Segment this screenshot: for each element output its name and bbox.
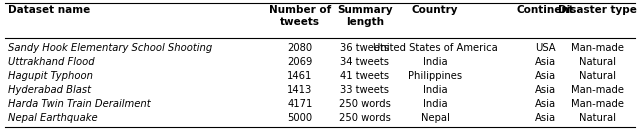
Text: 33 tweets: 33 tweets — [340, 85, 390, 95]
Text: 4171: 4171 — [287, 99, 313, 109]
Text: 2069: 2069 — [287, 57, 313, 67]
Text: Natural: Natural — [579, 113, 616, 123]
Text: Asia: Asia — [534, 99, 556, 109]
Text: 2080: 2080 — [287, 43, 312, 53]
Text: Nepal Earthquake: Nepal Earthquake — [8, 113, 98, 123]
Text: Man-made: Man-made — [570, 43, 623, 53]
Text: Hagupit Typhoon: Hagupit Typhoon — [8, 71, 93, 81]
Text: India: India — [422, 85, 447, 95]
Text: United States of America: United States of America — [372, 43, 497, 53]
Text: 1461: 1461 — [287, 71, 313, 81]
Text: Asia: Asia — [534, 113, 556, 123]
Text: Asia: Asia — [534, 85, 556, 95]
Text: Sandy Hook Elementary School Shooting: Sandy Hook Elementary School Shooting — [8, 43, 212, 53]
Text: Harda Twin Train Derailment: Harda Twin Train Derailment — [8, 99, 150, 109]
Text: Nepal: Nepal — [420, 113, 449, 123]
Text: 5000: 5000 — [287, 113, 312, 123]
Text: Man-made: Man-made — [570, 85, 623, 95]
Text: Asia: Asia — [534, 57, 556, 67]
Text: Summary
length: Summary length — [337, 5, 393, 27]
Text: 250 words: 250 words — [339, 99, 391, 109]
Text: Uttrakhand Flood: Uttrakhand Flood — [8, 57, 95, 67]
Text: USA: USA — [534, 43, 556, 53]
Text: 250 words: 250 words — [339, 113, 391, 123]
Text: Continent: Continent — [516, 5, 574, 15]
Text: 1413: 1413 — [287, 85, 312, 95]
Text: Natural: Natural — [579, 57, 616, 67]
Text: Number of
tweets: Number of tweets — [269, 5, 331, 27]
Text: Man-made: Man-made — [570, 99, 623, 109]
Text: Philippines: Philippines — [408, 71, 462, 81]
Text: Hyderabad Blast: Hyderabad Blast — [8, 85, 91, 95]
Text: India: India — [422, 99, 447, 109]
Text: Asia: Asia — [534, 71, 556, 81]
Text: India: India — [422, 57, 447, 67]
Text: Disaster type: Disaster type — [557, 5, 636, 15]
Text: Natural: Natural — [579, 71, 616, 81]
Text: 34 tweets: 34 tweets — [340, 57, 390, 67]
Text: Dataset name: Dataset name — [8, 5, 90, 15]
Text: 36 tweets: 36 tweets — [340, 43, 390, 53]
Text: 41 tweets: 41 tweets — [340, 71, 390, 81]
Text: Country: Country — [412, 5, 458, 15]
